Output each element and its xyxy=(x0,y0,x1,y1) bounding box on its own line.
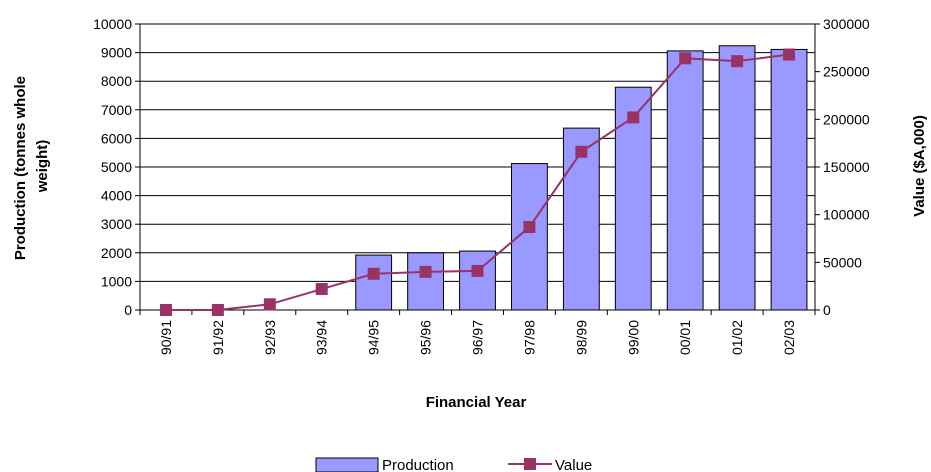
value-marker-97-98 xyxy=(523,221,536,234)
y-axis-title-line-1: Production (tonnes whole xyxy=(12,76,29,260)
legend-production-swatch xyxy=(315,457,379,472)
value-marker-00-01 xyxy=(679,52,692,65)
value-marker-98-99 xyxy=(575,145,588,158)
value-marker-95-96 xyxy=(419,265,432,278)
x-tick-label-99-00: 99/00 xyxy=(625,320,641,355)
x-tick-label-94-95: 94/95 xyxy=(366,320,382,355)
legend-production-label: Production xyxy=(382,457,454,472)
y-tick-label-4: 4000 xyxy=(101,188,132,204)
y-tick-label-9: 9000 xyxy=(101,45,132,61)
value-marker-99-00 xyxy=(627,111,640,124)
bar-95-96 xyxy=(407,252,444,311)
axes xyxy=(135,23,820,315)
y2-tick-label-5: 250000 xyxy=(823,64,870,80)
bar-02-03 xyxy=(770,48,808,311)
y-tick-label-5: 5000 xyxy=(101,159,132,175)
y-tick-label-8: 8000 xyxy=(101,73,132,89)
y-tick-label-1: 1000 xyxy=(101,273,132,289)
x-tick-label-95-96: 95/96 xyxy=(418,320,434,355)
x-tick-label-98-99: 98/99 xyxy=(573,320,589,355)
x-axis-title: Financial Year xyxy=(426,394,527,411)
value-marker-96-97 xyxy=(471,264,484,277)
value-marker-94-95 xyxy=(367,267,380,280)
y2-axis-ticks: 0 50000 100000 150000 200000 250000 300000 xyxy=(823,16,870,318)
y-tick-label-2: 2000 xyxy=(101,245,132,261)
y-tick-label-0: 0 xyxy=(124,302,132,318)
x-tick-label-90-91: 90/91 xyxy=(158,320,174,355)
bar-94-95 xyxy=(355,254,393,311)
value-marker-91-92 xyxy=(211,304,224,316)
y2-tick-label-6: 300000 xyxy=(823,16,870,32)
y-tick-label-10: 10000 xyxy=(93,16,132,32)
y-tick-label-3: 3000 xyxy=(101,216,132,232)
value-series xyxy=(159,48,796,316)
y-tick-label-6: 6000 xyxy=(101,130,132,146)
bar-98-99 xyxy=(562,127,600,311)
y2-tick-label-3: 150000 xyxy=(823,159,870,175)
y-tick-label-7: 7000 xyxy=(101,102,132,118)
value-marker-92-93 xyxy=(263,298,276,311)
bar-01-02 xyxy=(718,45,756,311)
value-marker-93-94 xyxy=(315,283,328,296)
x-tick-label-00-01: 00/01 xyxy=(677,320,693,355)
y-axis-title: Production (tonnes whole weight) xyxy=(12,72,51,260)
x-tick-label-93-94: 93/94 xyxy=(314,320,330,355)
bar-00-01 xyxy=(666,50,704,311)
y2-tick-label-4: 200000 xyxy=(823,111,870,127)
value-marker-90-91 xyxy=(159,304,172,316)
x-tick-label-97-98: 97/98 xyxy=(521,320,537,355)
legend-value-label: Value xyxy=(555,457,592,472)
x-tick-label-02-03: 02/03 xyxy=(781,320,797,355)
y2-tick-label-1: 50000 xyxy=(823,254,862,270)
y-axis-ticks: 0 1000 2000 3000 4000 5000 6000 7000 8000 9000 100… xyxy=(93,16,132,318)
y-axis-title-line-2: weight) xyxy=(34,140,51,194)
x-tick-label-91-92: 91/92 xyxy=(210,320,226,355)
y2-tick-label-2: 100000 xyxy=(823,207,870,223)
x-tick-label-01-02: 01/02 xyxy=(729,320,745,355)
value-marker-01-02 xyxy=(731,55,744,68)
y2-tick-label-0: 0 xyxy=(823,302,831,318)
x-tick-label-96-97: 96/97 xyxy=(470,320,486,355)
value-marker-02-03 xyxy=(783,48,796,61)
legend: Production Value xyxy=(315,457,592,472)
x-axis-ticks: 90/91 91/92 92/93 93/94 94/95 95/96 96/97 97/98… xyxy=(158,320,797,355)
x-tick-label-92-93: 92/93 xyxy=(262,320,278,355)
legend-value-marker xyxy=(524,458,536,470)
y2-axis-title: Value ($A,000) xyxy=(911,115,928,217)
